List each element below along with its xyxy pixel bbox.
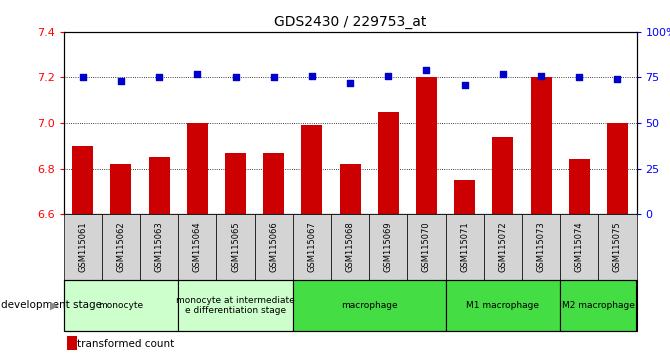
Text: macrophage: macrophage	[341, 301, 397, 310]
Point	[153, 75, 165, 80]
Text: GSM115071: GSM115071	[460, 222, 469, 272]
Point	[230, 75, 241, 80]
Text: GSM115063: GSM115063	[155, 222, 163, 272]
Bar	[102, 214, 140, 280]
Bar	[149, 157, 170, 214]
Point	[421, 67, 431, 73]
Bar	[407, 214, 446, 280]
Point	[306, 73, 318, 79]
Text: monocyte: monocyte	[98, 301, 143, 310]
Bar	[178, 214, 216, 280]
Bar	[67, 336, 78, 350]
Text: development stage: development stage	[1, 300, 103, 310]
Text: GSM115072: GSM115072	[498, 222, 507, 272]
Point	[612, 76, 623, 82]
Point	[460, 82, 470, 87]
Bar	[225, 153, 246, 214]
Point	[497, 71, 508, 76]
Bar	[178, 280, 293, 331]
Text: GSM115062: GSM115062	[117, 222, 125, 272]
Text: M1 macrophage: M1 macrophage	[466, 301, 539, 310]
Bar	[111, 164, 131, 214]
Bar	[302, 125, 322, 214]
Bar	[263, 153, 284, 214]
Text: GSM115074: GSM115074	[575, 222, 584, 272]
Point	[78, 75, 88, 80]
Bar	[340, 164, 360, 214]
Bar	[72, 146, 93, 214]
Point	[115, 78, 126, 84]
Bar	[522, 214, 560, 280]
Text: GSM115070: GSM115070	[422, 222, 431, 272]
Text: GSM115065: GSM115065	[231, 222, 240, 272]
Point	[536, 73, 547, 79]
Bar	[293, 280, 446, 331]
Text: GSM115075: GSM115075	[613, 222, 622, 272]
Point	[344, 80, 355, 86]
Bar	[378, 112, 399, 214]
Point	[383, 73, 394, 79]
Point	[268, 75, 279, 80]
Text: M2 macrophage: M2 macrophage	[562, 301, 634, 310]
Bar	[531, 78, 551, 214]
Bar	[454, 180, 475, 214]
Bar	[569, 160, 590, 214]
Text: GSM115061: GSM115061	[78, 222, 87, 272]
Text: GSM115068: GSM115068	[346, 222, 354, 272]
Bar	[598, 214, 636, 280]
Bar	[64, 280, 178, 331]
Bar	[369, 214, 407, 280]
Text: GSM115064: GSM115064	[193, 222, 202, 272]
Bar	[416, 78, 437, 214]
Title: GDS2430 / 229753_at: GDS2430 / 229753_at	[274, 16, 426, 29]
Bar	[446, 214, 484, 280]
Bar	[187, 123, 208, 214]
Bar	[560, 214, 598, 280]
Text: monocyte at intermediate
e differentiation stage: monocyte at intermediate e differentiati…	[176, 296, 295, 315]
Text: GSM115066: GSM115066	[269, 222, 278, 272]
Point	[574, 75, 584, 80]
Text: GSM115069: GSM115069	[384, 222, 393, 272]
Text: GSM115073: GSM115073	[537, 222, 545, 272]
Bar	[492, 137, 513, 214]
Bar	[607, 123, 628, 214]
Bar	[446, 280, 560, 331]
Bar	[216, 214, 255, 280]
Bar	[64, 214, 102, 280]
Bar	[293, 214, 331, 280]
Bar	[331, 214, 369, 280]
Point	[192, 71, 202, 76]
Text: GSM115067: GSM115067	[308, 222, 316, 272]
Bar	[140, 214, 178, 280]
Text: ▶: ▶	[50, 300, 59, 310]
Text: transformed count: transformed count	[78, 339, 175, 349]
Bar	[560, 280, 636, 331]
Bar	[255, 214, 293, 280]
Bar	[484, 214, 522, 280]
